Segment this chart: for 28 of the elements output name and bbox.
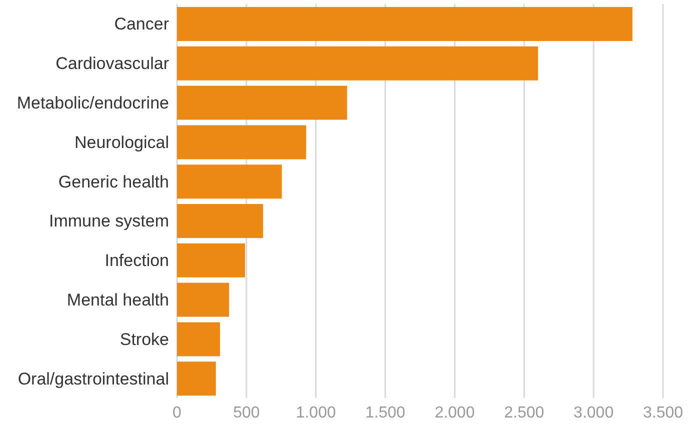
bar (177, 7, 632, 41)
y-tick-label: Cancer (114, 14, 170, 34)
bar (177, 125, 306, 160)
y-tick-label: Stroke (120, 330, 169, 349)
bar (177, 46, 538, 80)
x-tick-label: 1.000 (296, 404, 336, 422)
y-tick-label: Infection (104, 251, 169, 270)
y-tick-label: Cardiovascular (56, 54, 170, 74)
bar (177, 243, 246, 278)
y-tick-label: Neurological (74, 132, 169, 152)
bar (177, 322, 220, 356)
y-tick-label: Metabolic/endocrine (16, 94, 169, 113)
x-tick-label: 1.500 (365, 404, 406, 422)
y-tick-label: Immune system (49, 212, 169, 231)
x-tick-label: 3.000 (574, 404, 614, 422)
x-tick-label: 2.500 (504, 404, 544, 422)
y-tick-label: Mental health (66, 290, 169, 310)
x-tick-label: 0 (172, 404, 182, 422)
bar (177, 282, 230, 317)
x-tick-label: 3.500 (642, 404, 684, 422)
x-tick-label: 2.000 (434, 404, 475, 422)
bar (177, 362, 216, 396)
bar (177, 164, 282, 199)
y-tick-label: Oral/gastrointestinal (18, 369, 169, 388)
y-tick-label: Generic health (58, 172, 169, 192)
x-tick-label: 500 (233, 404, 260, 422)
bar (177, 204, 264, 238)
bar (177, 86, 348, 120)
